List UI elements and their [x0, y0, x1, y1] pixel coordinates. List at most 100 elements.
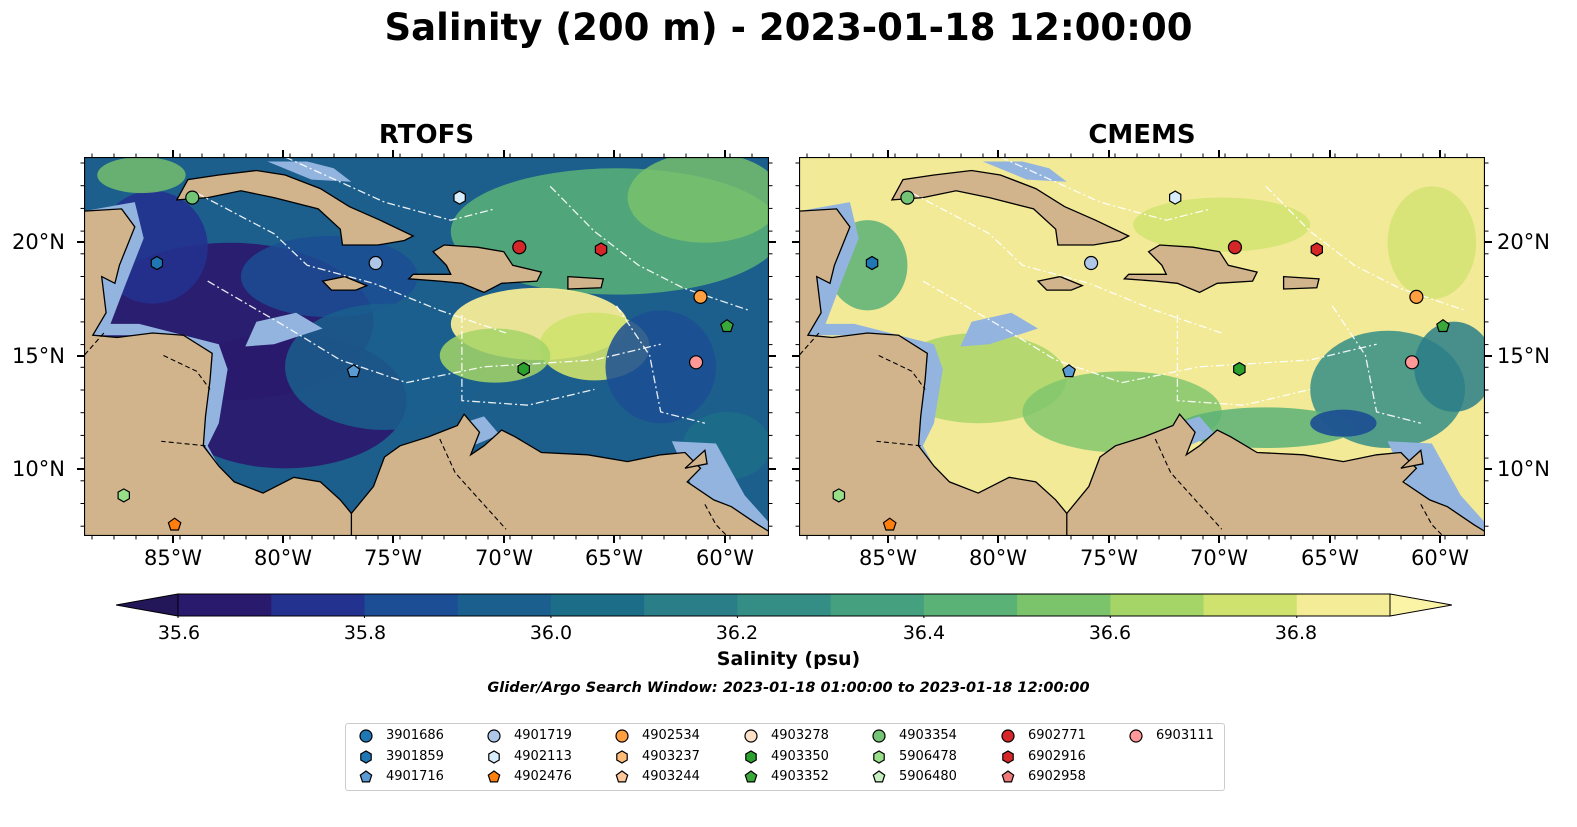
circle-marker-icon: [359, 729, 373, 743]
legend-marker: [615, 729, 629, 743]
float-marker-6902771: [1227, 240, 1243, 255]
legend-label: 5906480: [899, 769, 957, 784]
float-marker-6903111: [1404, 355, 1420, 370]
xtick-label: 75°W: [364, 546, 422, 570]
colorbar-bin: [737, 594, 832, 616]
float-marker-4902476: [882, 517, 897, 531]
float-marker-4901719: [1084, 255, 1099, 271]
map-cmems: [799, 157, 1485, 536]
legend-label: 3901686: [386, 728, 444, 743]
circle-marker-icon: [872, 729, 886, 743]
float-marker-4901716: [1062, 364, 1076, 378]
legend-marker: [872, 770, 886, 783]
legend-marker: [1129, 729, 1143, 743]
float-marker-6902916: [1310, 242, 1324, 257]
float-marker-6903111: [688, 355, 704, 370]
figure-title: Salinity (200 m) - 2023-01-18 12:00:00: [384, 6, 1193, 49]
legend-label: 6903111: [1156, 728, 1214, 743]
legend-label: 6902958: [1028, 769, 1086, 784]
hexagon-marker-icon: [873, 749, 885, 764]
hexagon-marker-icon: [1002, 749, 1014, 764]
legend-label: 4903350: [771, 748, 829, 764]
float-marker-4902113: [453, 190, 466, 205]
ytick-label: 10°N: [1497, 457, 1550, 481]
legend-marker: [873, 749, 885, 764]
pentagon-marker-icon: [487, 770, 501, 783]
float-marker-5906478: [117, 488, 131, 503]
circle-marker-icon: [615, 729, 629, 743]
xtick-label: 70°W: [1190, 546, 1248, 570]
colorbar-tick-label: 36.4: [902, 622, 946, 644]
colorbar-label: Salinity (psu): [716, 648, 861, 670]
ytick-label: 15°N: [12, 344, 65, 368]
pentagon-marker-icon: [872, 770, 886, 783]
legend-label: 4901719: [514, 728, 572, 743]
legend-label: 4903278: [771, 728, 829, 743]
legend-label: 4902534: [642, 728, 700, 743]
legend-label: 4903352: [771, 769, 829, 784]
float-marker-4903350: [1233, 361, 1246, 377]
colorbar-tick-label: 36.8: [1274, 622, 1318, 644]
search-window-note: Glider/Argo Search Window: 2023-01-18 01…: [487, 680, 1090, 696]
ytick-label: 10°N: [12, 457, 65, 481]
colorbar: [116, 593, 1452, 618]
colorbar-bin: [457, 594, 552, 616]
float-marker-5906478: [832, 488, 846, 503]
float-marker-4902113: [1169, 190, 1182, 205]
xtick-label: 65°W: [1301, 546, 1359, 570]
colorbar-bin: [1017, 594, 1111, 616]
ytick-label: 15°N: [1497, 344, 1550, 368]
legend-label: 6902771: [1028, 728, 1086, 743]
colorbar-tick-label: 36.0: [529, 622, 573, 644]
circle-marker-icon: [1129, 729, 1143, 743]
legend-label: 5906478: [899, 748, 957, 764]
legend-marker: [744, 770, 758, 783]
legend-marker: [487, 729, 501, 743]
ytick-label: 20°N: [12, 230, 65, 254]
float-marker-4902534: [1409, 289, 1424, 304]
legend-marker: [487, 770, 501, 783]
float-marker-4902534: [693, 289, 708, 304]
legend-label: 4903237: [642, 748, 700, 764]
colorbar-bin: [644, 594, 738, 616]
legend-marker: [872, 729, 886, 743]
circle-marker-icon: [744, 729, 758, 743]
float-marker-4903354: [185, 190, 200, 205]
legend-marker: [616, 749, 628, 764]
colorbar-bin: [271, 594, 365, 616]
xtick-label: 60°W: [696, 546, 754, 570]
pentagon-marker-icon: [359, 770, 373, 783]
hexagon-marker-icon: [745, 749, 757, 764]
float-marker-6902771: [512, 240, 527, 255]
legend-label: 4901716: [386, 769, 444, 784]
float-marker-4902476: [167, 517, 182, 531]
colorbar-bin: [1203, 594, 1298, 616]
legend-label: 4903354: [899, 728, 957, 743]
xtick-label: 65°W: [585, 546, 643, 570]
colorbar-bin: [1110, 594, 1205, 616]
xtick-label: 75°W: [1080, 546, 1138, 570]
colorbar-extend-high: [1389, 593, 1452, 617]
colorbar-bin: [830, 594, 925, 616]
colorbar-tick-label: 36.6: [1088, 622, 1132, 644]
colorbar-tick-label: 35.6: [157, 622, 201, 644]
circle-marker-icon: [1001, 729, 1015, 743]
float-marker-3901859: [150, 255, 164, 271]
panel-title-rtofs: RTOFS: [378, 120, 475, 150]
pentagon-marker-icon: [1001, 770, 1015, 783]
xtick-label: 85°W: [859, 546, 917, 570]
xtick-label: 80°W: [969, 546, 1027, 570]
hexagon-marker-icon: [616, 749, 628, 764]
circle-marker-icon: [487, 729, 501, 743]
legend-label: 4902476: [514, 769, 572, 784]
legend-marker: [1002, 749, 1014, 764]
panel-title-cmems: CMEMS: [1088, 120, 1196, 150]
legend-marker: [615, 770, 629, 783]
legend-marker: [745, 749, 757, 764]
map-rtofs: [84, 157, 769, 536]
legend-marker: [488, 749, 500, 764]
colorbar-bin: [550, 594, 645, 616]
float-legend: 3901686 3901859 4901716 4901719 4902113 49024…: [345, 723, 1225, 791]
legend-marker: [359, 729, 373, 743]
float-marker-4901719: [368, 255, 383, 271]
